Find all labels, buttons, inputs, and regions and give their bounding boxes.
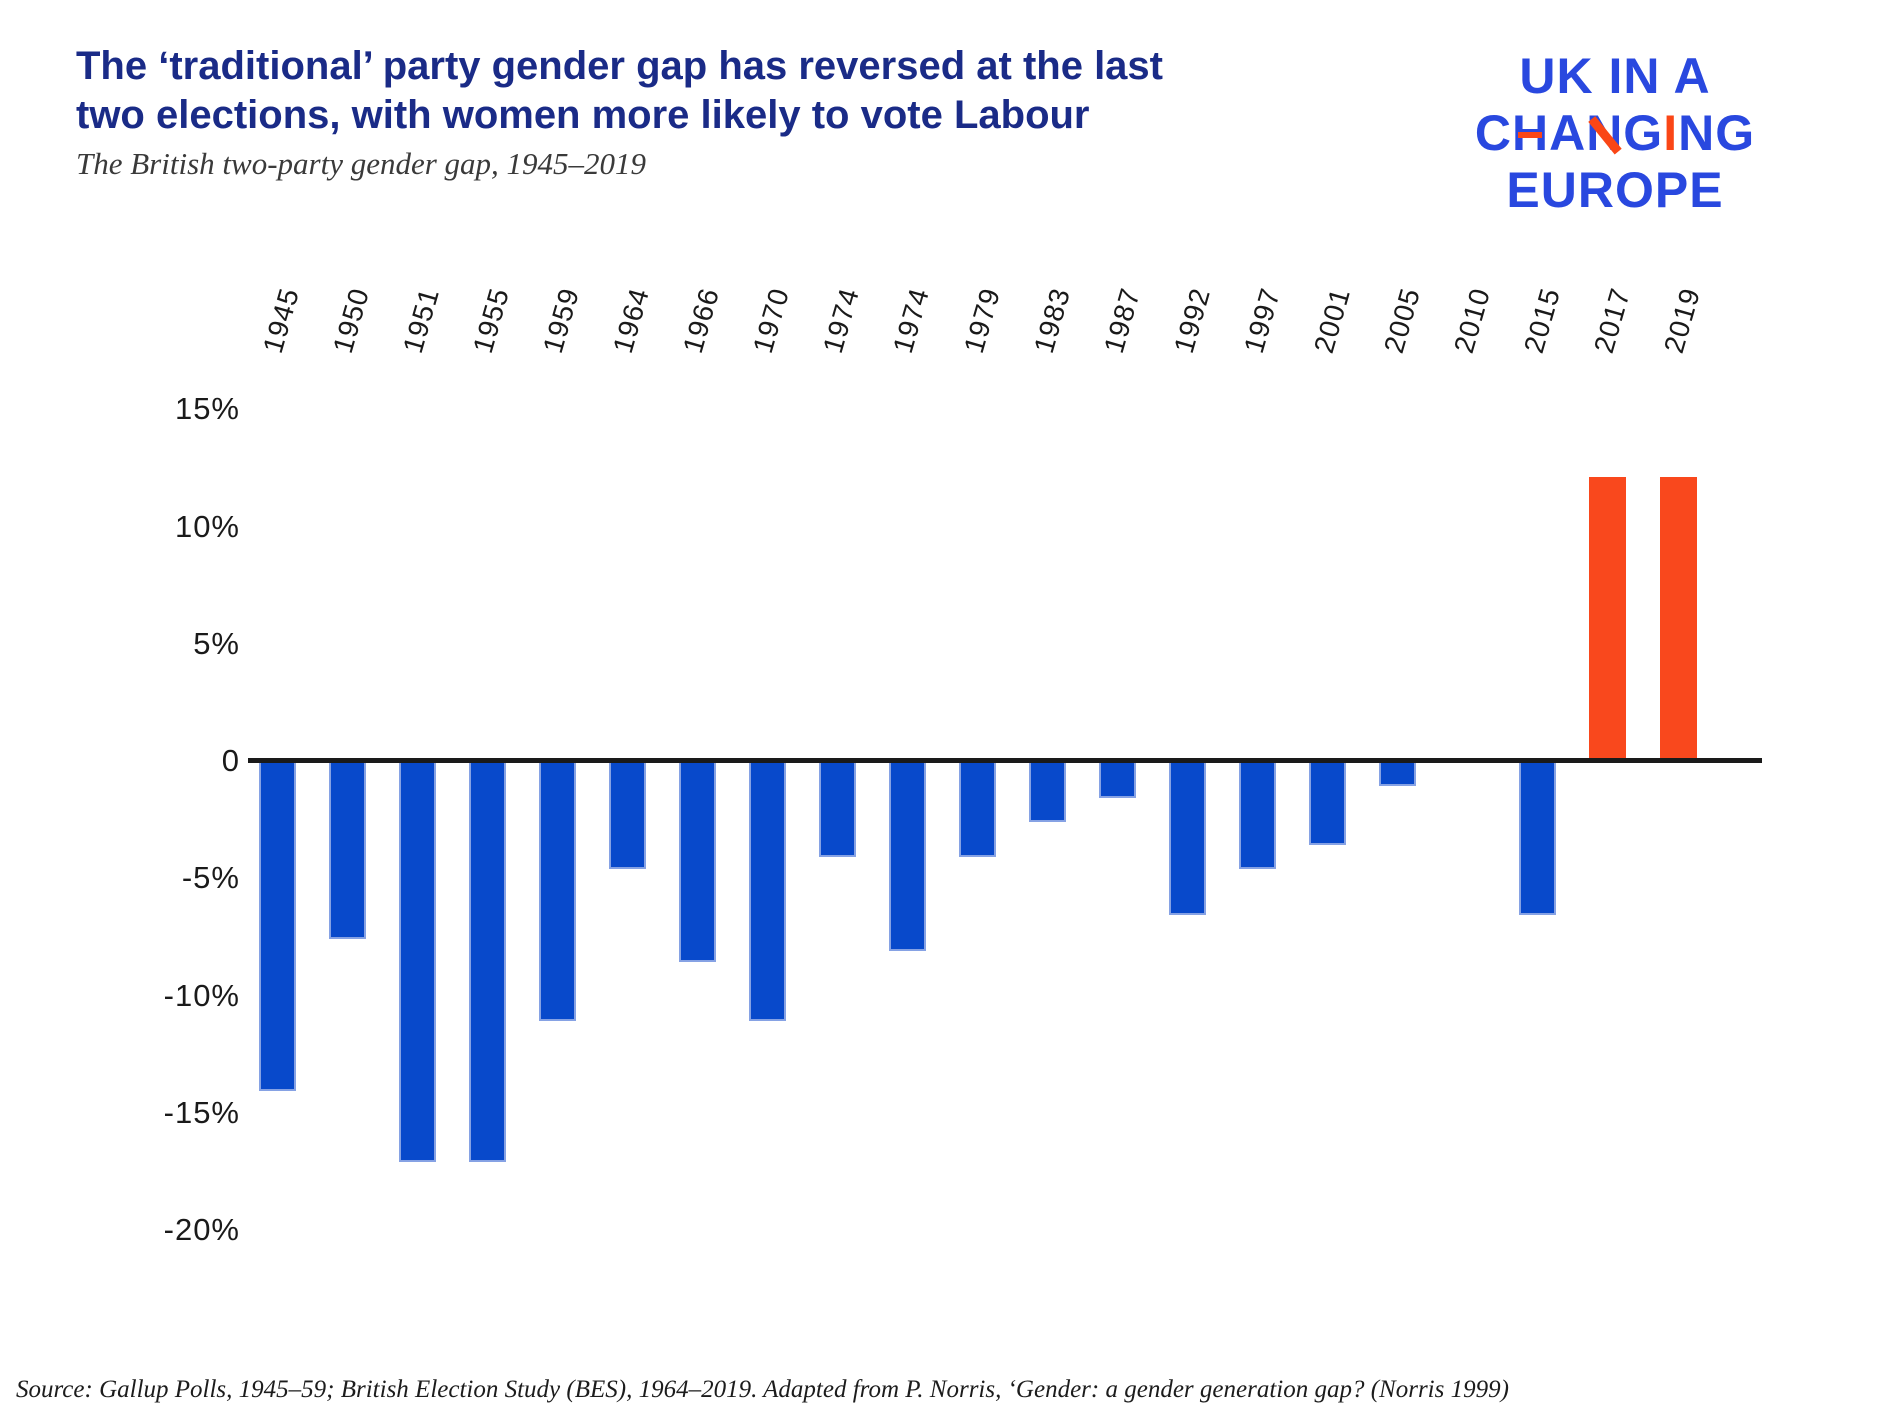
zero-axis-line [248, 758, 1762, 763]
bar-1979-10 [959, 763, 996, 857]
x-axis-label-1974-9: 1974 [887, 284, 936, 357]
x-axis-label-1945-0: 1945 [257, 284, 306, 357]
bar-1951-2 [398, 763, 436, 1162]
x-axis-label-1974-8: 1974 [817, 284, 866, 357]
y-axis-label--5%: -5% [181, 860, 240, 896]
y-axis-label--20%: -20% [163, 1212, 240, 1247]
x-axis-label-1959-4: 1959 [537, 284, 586, 357]
y-axis-label--15%: -15% [163, 1094, 240, 1130]
x-axis-label-2019-20: 2019 [1658, 284, 1707, 357]
bar-2005-16 [1379, 763, 1417, 787]
x-axis-label-1979-10: 1979 [957, 284, 1006, 357]
bar-2017-19 [1589, 476, 1627, 758]
bar-1992-13 [1169, 763, 1207, 916]
bar-1959-4 [538, 763, 576, 1021]
y-axis-label-10%: 10% [174, 508, 240, 544]
source-note: Source: Gallup Polls, 1945–59; British E… [16, 1376, 1509, 1403]
x-axis-label-1997-14: 1997 [1237, 284, 1286, 357]
chart-subtitle: The British two-party gender gap, 1945–2… [76, 146, 647, 181]
y-axis-label-15%: 15% [174, 391, 240, 427]
bar-1950-1 [328, 763, 366, 939]
x-axis-label-2005-16: 2005 [1377, 284, 1426, 357]
bar-2015-18 [1519, 763, 1557, 916]
y-axis-label--10%: -10% [163, 977, 240, 1013]
bar-1987-12 [1099, 763, 1137, 799]
x-axis-label-2017-19: 2017 [1587, 284, 1637, 357]
x-axis-label-1970-7: 1970 [747, 284, 796, 357]
logo-letter-c: C [1474, 105, 1512, 161]
y-axis-label-5%: 5% [193, 625, 240, 661]
logo-line-1: UK IN A [1519, 48, 1711, 104]
x-axis-label-2001-15: 2001 [1307, 284, 1356, 357]
x-axis-label-1983-11: 1983 [1027, 284, 1076, 357]
bar-1983-11 [1029, 763, 1067, 822]
x-axis-label-1951-2: 1951 [397, 284, 446, 357]
logo-letter-g: G [1715, 105, 1756, 161]
bar-1945-0 [258, 763, 296, 1092]
logo-letter-i: I [1663, 105, 1679, 161]
bar-1974-8 [818, 763, 856, 857]
logo-letter-h: H [1511, 105, 1550, 161]
x-axis-label-2010-17: 2010 [1447, 284, 1496, 357]
x-axis-label-1950-1: 1950 [327, 284, 376, 357]
bar-1964-5 [608, 763, 646, 869]
x-axis-label-2015-18: 2015 [1517, 284, 1566, 357]
x-axis-label-1992-13: 1992 [1167, 284, 1216, 357]
x-axis-label-1966-6: 1966 [677, 284, 726, 357]
logo-letter-n: N [1586, 105, 1624, 161]
bar-1970-7 [748, 763, 786, 1021]
logo-letter-a: A [1549, 105, 1587, 161]
x-axis-label-1955-3: 1955 [467, 284, 516, 357]
bar-1966-6 [678, 763, 716, 963]
y-axis-label-0: 0 [221, 743, 240, 778]
x-axis-label-1987-12: 1987 [1097, 284, 1146, 357]
page-title: The ‘traditional’ party gender gap has r… [76, 44, 1163, 137]
bar-1974-9 [888, 763, 926, 951]
logo-letter-n: N [1678, 105, 1716, 161]
bar-2001-15 [1309, 763, 1347, 846]
bar-1955-3 [468, 763, 506, 1162]
logo-letter-g: G [1623, 105, 1664, 161]
bar-1997-14 [1239, 763, 1277, 869]
bar-2019-20 [1659, 476, 1697, 758]
logo-line-3: EUROPE [1506, 162, 1724, 218]
x-axis-label-1964-5: 1964 [607, 284, 656, 357]
